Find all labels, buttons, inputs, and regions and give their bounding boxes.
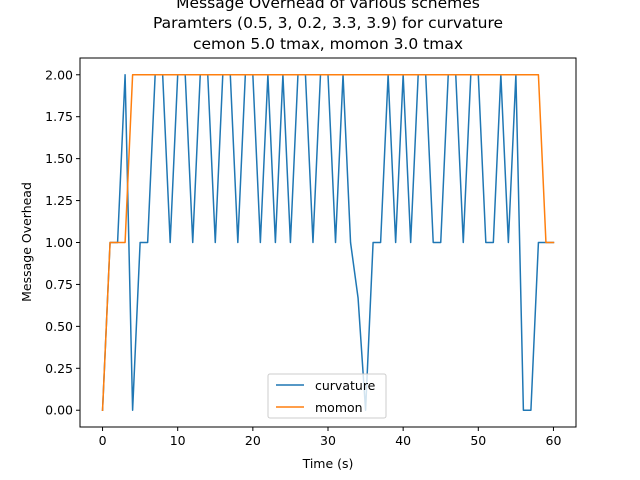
x-tick-label: 50 (470, 433, 486, 448)
x-tick-label: 20 (245, 433, 261, 448)
y-tick-label: 1.50 (45, 151, 73, 166)
y-axis-label: Message Overhead (19, 182, 34, 302)
y-tick-label: 1.00 (45, 235, 73, 250)
title-line-1: Message Overhead of various schemes (176, 0, 480, 12)
y-tick-label: 0.25 (45, 361, 73, 376)
x-tick-label: 0 (99, 433, 107, 448)
series-line-momon (101, 74, 555, 412)
y-tick-label: 2.00 (45, 67, 73, 82)
x-tick-label: 60 (546, 433, 562, 448)
title-line-3: cemon 5.0 tmax, momon 3.0 tmax (193, 35, 463, 53)
legend: curvature momon (267, 373, 387, 419)
x-axis: 0 10 20 30 40 50 60 (99, 427, 562, 448)
x-axis-label: Time (s) (302, 456, 354, 471)
y-tick-label: 1.25 (45, 193, 73, 208)
x-tick-label: 40 (395, 433, 411, 448)
y-tick-label: 0.00 (45, 403, 73, 418)
y-tick-label: 0.75 (45, 277, 73, 292)
y-tick-label: 0.50 (45, 319, 73, 334)
plot-area (80, 58, 576, 427)
legend-label-curvature: curvature (315, 378, 376, 393)
chart-title: Message Overhead of various schemes Para… (153, 0, 503, 53)
x-tick-label: 10 (170, 433, 186, 448)
legend-label-momon: momon (315, 400, 363, 415)
y-axis: 0.00 0.25 0.50 0.75 1.00 1.25 1.50 1.75 2.00 (45, 67, 80, 418)
y-tick-label: 1.75 (45, 109, 73, 124)
series-layer (101, 74, 555, 412)
title-line-2: Paramters (0.5, 3, 0.2, 3.3, 3.9) for cu… (153, 14, 503, 32)
x-tick-label: 30 (320, 433, 336, 448)
